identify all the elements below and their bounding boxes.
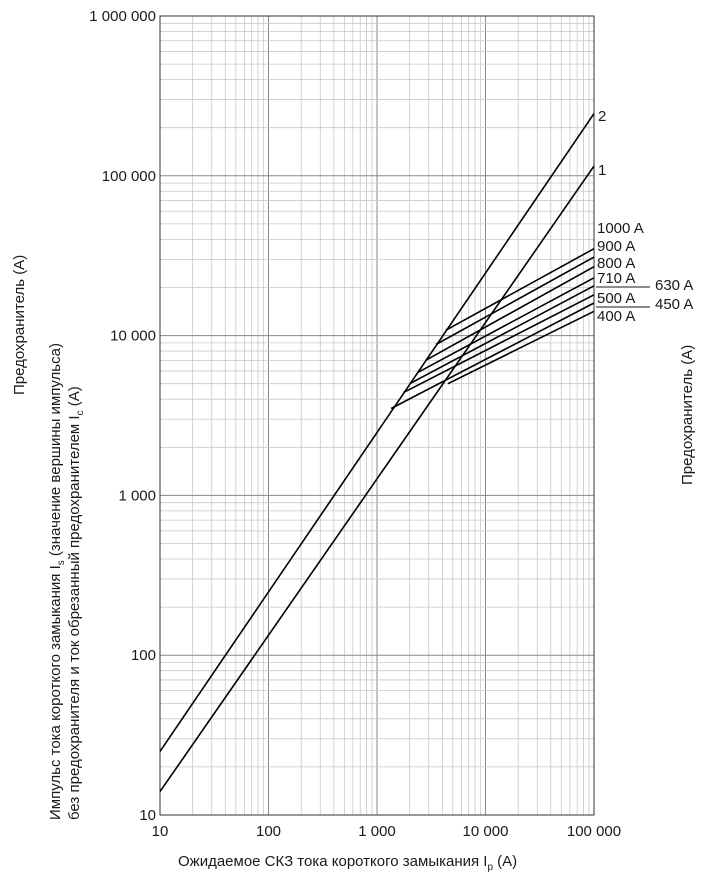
x-tick-label: 1 000	[358, 823, 396, 840]
left-group-label: Предохранитель (A)	[11, 255, 28, 395]
y-tick-label: 10	[139, 807, 156, 824]
series-line-450a	[390, 302, 595, 410]
y-tick-label: 1 000 000	[89, 8, 156, 25]
y-axis-title-line1: Импульс тока короткого замыкания Is (зна…	[47, 343, 67, 820]
grid	[159, 16, 594, 816]
x-tick-label: 10 000	[463, 823, 509, 840]
series-line-2	[159, 113, 595, 752]
x-axis-title: Ожидаемое СКЗ тока короткого замыкания I…	[178, 853, 517, 873]
series-line-710a	[417, 277, 595, 373]
series-line-400a	[447, 310, 595, 385]
curve-label-1: 1	[598, 162, 606, 179]
y-axis-title-line2: без предохранителя и ток обрезанный пред…	[66, 386, 86, 820]
x-tick-labels: 10 100 1 000 10 000 100 000	[152, 823, 621, 840]
fuse-label-450: 450 A	[655, 296, 693, 313]
fuse-label-630: 630 A	[655, 277, 693, 294]
curve-label-2: 2	[598, 108, 606, 125]
fuse-label-710: 710 A	[597, 270, 635, 287]
series-line-500a	[403, 294, 595, 394]
fuse-label-500: 500 A	[597, 290, 635, 307]
series-line-900a	[435, 256, 595, 346]
series-line-1	[159, 165, 595, 793]
x-tick-label: 10	[152, 823, 169, 840]
y-tick-label: 100	[131, 647, 156, 664]
series-line-1000a	[445, 247, 595, 332]
fuse-label-1000: 1000 A	[597, 220, 644, 237]
fuse-label-900: 900 A	[597, 238, 635, 255]
y-tick-labels: 10 100 1 000 10 000 100 000 1 000 000	[89, 8, 156, 824]
x-tick-label: 100 000	[567, 823, 621, 840]
y-tick-label: 1 000	[118, 487, 156, 504]
right-group-label: Предохранитель (A)	[679, 345, 696, 485]
series-line-630a	[409, 285, 595, 385]
fuse-label-800: 800 A	[597, 255, 635, 272]
y-tick-label: 100 000	[102, 168, 156, 185]
series-lines	[159, 113, 595, 793]
series-line-800a	[425, 266, 595, 362]
plot-frame	[159, 15, 595, 816]
x-tick-label: 100	[256, 823, 281, 840]
fuse-label-400: 400 A	[597, 308, 635, 325]
y-tick-label: 10 000	[110, 328, 156, 345]
